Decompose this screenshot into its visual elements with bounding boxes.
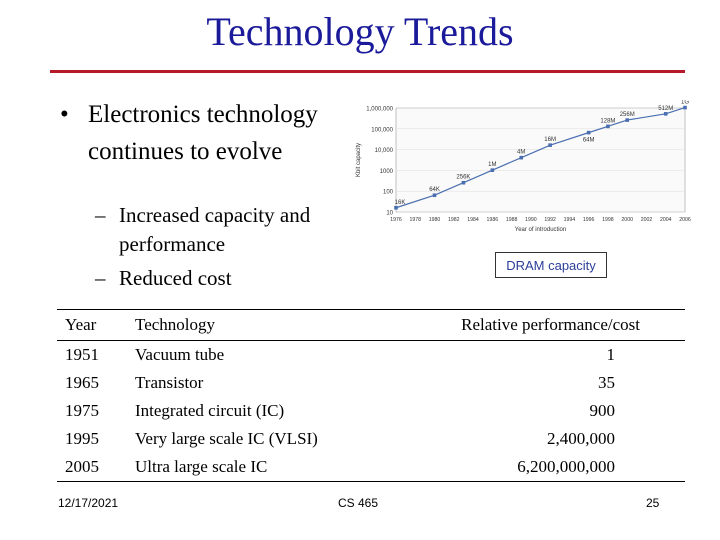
cell-performance: 1 <box>606 345 616 364</box>
data-point <box>683 105 687 110</box>
data-point <box>490 168 495 172</box>
cell-year: 2005 <box>57 453 127 482</box>
cell-technology: Vacuum tube <box>135 345 225 364</box>
data-label: 4M <box>517 150 525 156</box>
x-tick-label: 2006 <box>679 217 691 223</box>
data-point <box>461 180 466 185</box>
table-row: 2005 Ultra large scale IC 6,200,000,000 <box>57 453 685 482</box>
sub-bullet-capacity-text: Increased capacity and performance <box>119 203 311 256</box>
cell-performance: 2,400,000 <box>547 429 615 448</box>
x-tick-label: 1978 <box>409 217 421 223</box>
x-tick-label: 1988 <box>506 217 518 223</box>
cell-technology: Transistor <box>135 373 204 392</box>
main-bullet-text: Electronics technology continues to evol… <box>88 101 318 165</box>
table-row: 1951 Vacuum tube 1 <box>57 341 685 370</box>
data-label: 512M <box>658 106 673 112</box>
bullet-dot-icon: • <box>60 101 69 128</box>
cell-year: 1965 <box>65 373 99 392</box>
plot-area <box>395 107 686 213</box>
table-header-row: Year Technology Relative performance/cos… <box>57 309 685 341</box>
y-tick-label: 100,000 <box>371 127 393 133</box>
cell-year: 1975 <box>65 401 99 420</box>
data-point <box>586 130 591 135</box>
data-point <box>625 118 629 122</box>
x-tick-label: 1976 <box>390 217 402 223</box>
slide-title: Technology Trends <box>206 9 514 54</box>
dram-chart: 1,000,000 100,000 10,000 1000 100 10 1976 1978 1… <box>350 100 695 240</box>
cell-performance: 6,200,000,000 <box>405 453 685 482</box>
x-tick-label: 1992 <box>544 217 556 223</box>
y-tick-label: 1,000,000 <box>366 107 393 113</box>
x-tick-label: 1996 <box>583 217 595 223</box>
x-tick-label: 1994 <box>564 217 576 223</box>
x-tick-label: 2004 <box>660 217 672 223</box>
footer-page-number: 25 <box>646 496 660 510</box>
data-point <box>606 124 610 129</box>
y-tick-label: 10,000 <box>375 148 394 154</box>
title-divider <box>50 70 685 73</box>
data-point <box>663 112 668 116</box>
cell-technology: Ultra large scale IC <box>127 453 405 482</box>
table-row: 1995 Very large scale IC (VLSI) 2,400,00… <box>57 425 685 453</box>
x-tick-label: 1986 <box>487 217 499 223</box>
data-label: 256K <box>456 175 470 181</box>
x-tick-label: 2000 <box>621 217 633 223</box>
data-point <box>432 193 437 198</box>
x-tick-label: 2002 <box>641 217 653 223</box>
data-label: 16M <box>544 137 556 143</box>
cell-technology: Integrated circuit (IC) <box>135 401 285 420</box>
x-tick-label: 1984 <box>467 217 479 223</box>
x-tick-label: 1990 <box>525 217 537 223</box>
data-label: 64M <box>583 138 595 144</box>
table-row: 1975 Integrated circuit (IC) 900 <box>57 397 685 425</box>
x-tick-label: 1982 <box>448 217 460 223</box>
x-tick-label: 1998 <box>602 217 614 223</box>
sub-bullet-cost: – Reduced cost <box>95 264 335 293</box>
data-point <box>519 155 524 160</box>
data-label: 1M <box>488 162 496 168</box>
data-point <box>548 143 552 147</box>
data-point <box>394 205 398 210</box>
header-performance: Relative performance/cost <box>405 309 685 341</box>
footer-date: 12/17/2021 <box>58 496 119 510</box>
sub-bullet-capacity: – Increased capacity and performance <box>95 201 335 259</box>
x-tick-label: 1980 <box>429 217 441 223</box>
data-label: 256M <box>620 112 635 118</box>
y-tick-label: 1000 <box>380 169 394 175</box>
y-axis-label: Kbit capacity <box>356 143 362 177</box>
footer-course: CS 465 <box>338 496 379 510</box>
header-technology: Technology <box>127 309 405 341</box>
table-row: 1965 Transistor 35 <box>57 369 685 397</box>
chart-caption: DRAM capacity <box>495 252 607 278</box>
x-axis-label: Year of introduction <box>515 227 566 233</box>
data-label: 64K <box>429 187 440 193</box>
cell-performance: 35 <box>598 373 615 392</box>
y-tick-label: 100 <box>383 190 394 196</box>
performance-table: Year Technology Relative performance/cos… <box>57 309 685 482</box>
sub-bullet-cost-text: Reduced cost <box>119 266 232 290</box>
cell-performance: 900 <box>589 401 616 420</box>
cell-technology: Very large scale IC (VLSI) <box>135 429 318 448</box>
header-year: Year <box>57 309 127 341</box>
cell-year: 1951 <box>65 345 99 364</box>
dash-icon: – <box>95 266 106 290</box>
y-tick-label: 10 <box>386 211 393 217</box>
main-bullet: • Electronics technology continues to ev… <box>60 96 340 170</box>
data-label: 16K <box>395 200 406 206</box>
data-label: 128M <box>600 118 615 124</box>
cell-year: 1995 <box>65 429 99 448</box>
data-label: 1G <box>681 100 689 106</box>
dash-icon: – <box>95 203 106 227</box>
